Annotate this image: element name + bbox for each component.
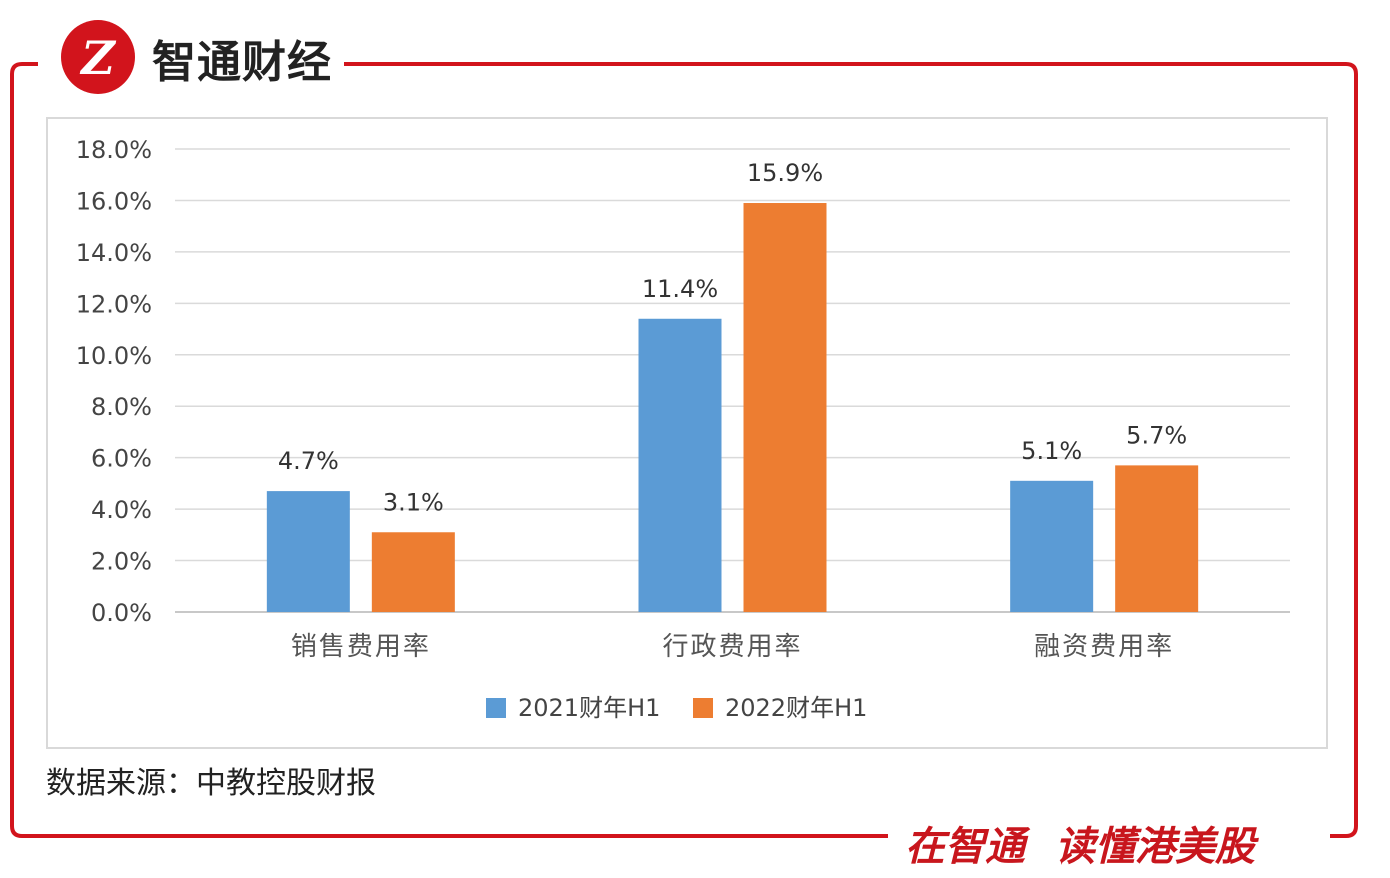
- slogan: 在智通 读懂港美股: [905, 814, 1285, 872]
- y-tick-label: 14.0%: [76, 239, 152, 267]
- y-tick-label: 8.0%: [91, 393, 152, 421]
- x-axis-categories: 销售费用率 行政费用率 融资费用率: [291, 632, 1174, 662]
- data-label: 11.4%: [642, 275, 718, 303]
- y-tick-label: 16.0%: [76, 187, 152, 215]
- bar: [1010, 480, 1094, 612]
- data-labels: 4.7% 3.1% 11.4% 15.9% 5.1% 5.7%: [278, 159, 1187, 516]
- data-source-note: 数据来源：中教控股财报: [46, 766, 376, 801]
- bar: [743, 203, 827, 612]
- slogan-background: [890, 812, 1330, 864]
- legend-swatch: [693, 698, 713, 718]
- svg-text:Z: Z: [79, 31, 116, 85]
- y-tick-label: 2.0%: [91, 548, 152, 576]
- y-tick-label: 10.0%: [76, 342, 152, 370]
- slogan-part-2: 读懂港美股: [1055, 824, 1255, 870]
- y-axis-ticks: 0.0% 2.0% 4.0% 6.0% 8.0% 10.0% 12.0% 14.0% 16.0%…: [76, 136, 152, 627]
- x-category-label: 融资费用率: [1034, 632, 1174, 662]
- y-tick-label: 12.0%: [76, 290, 152, 318]
- data-label: 5.7%: [1126, 421, 1187, 449]
- x-category-label: 销售费用率: [291, 632, 431, 662]
- brand-logo-icon: Z: [61, 20, 135, 94]
- data-label: 4.7%: [278, 447, 339, 475]
- legend-swatch: [486, 698, 506, 718]
- legend-label: 2022财年H1: [725, 694, 867, 722]
- x-category-label: 行政费用率: [662, 632, 802, 662]
- y-tick-label: 0.0%: [91, 599, 152, 627]
- bars: [266, 203, 1199, 612]
- bar: [1115, 465, 1199, 612]
- data-label: 15.9%: [747, 159, 823, 187]
- bar: [638, 318, 722, 612]
- legend-label: 2021财年H1: [518, 694, 660, 722]
- bar: [266, 491, 350, 612]
- y-tick-label: 18.0%: [76, 136, 152, 164]
- y-tick-label: 4.0%: [91, 496, 152, 524]
- slogan-part-1: 在智通: [905, 824, 1025, 870]
- y-tick-label: 6.0%: [91, 445, 152, 473]
- data-label: 5.1%: [1021, 437, 1082, 465]
- bar: [371, 532, 455, 612]
- data-label: 3.1%: [383, 488, 444, 516]
- grid-layer: [175, 148, 1290, 613]
- legend: 2021财年H1 2022财年H1: [486, 694, 867, 722]
- brand-name: 智通财经: [152, 37, 332, 88]
